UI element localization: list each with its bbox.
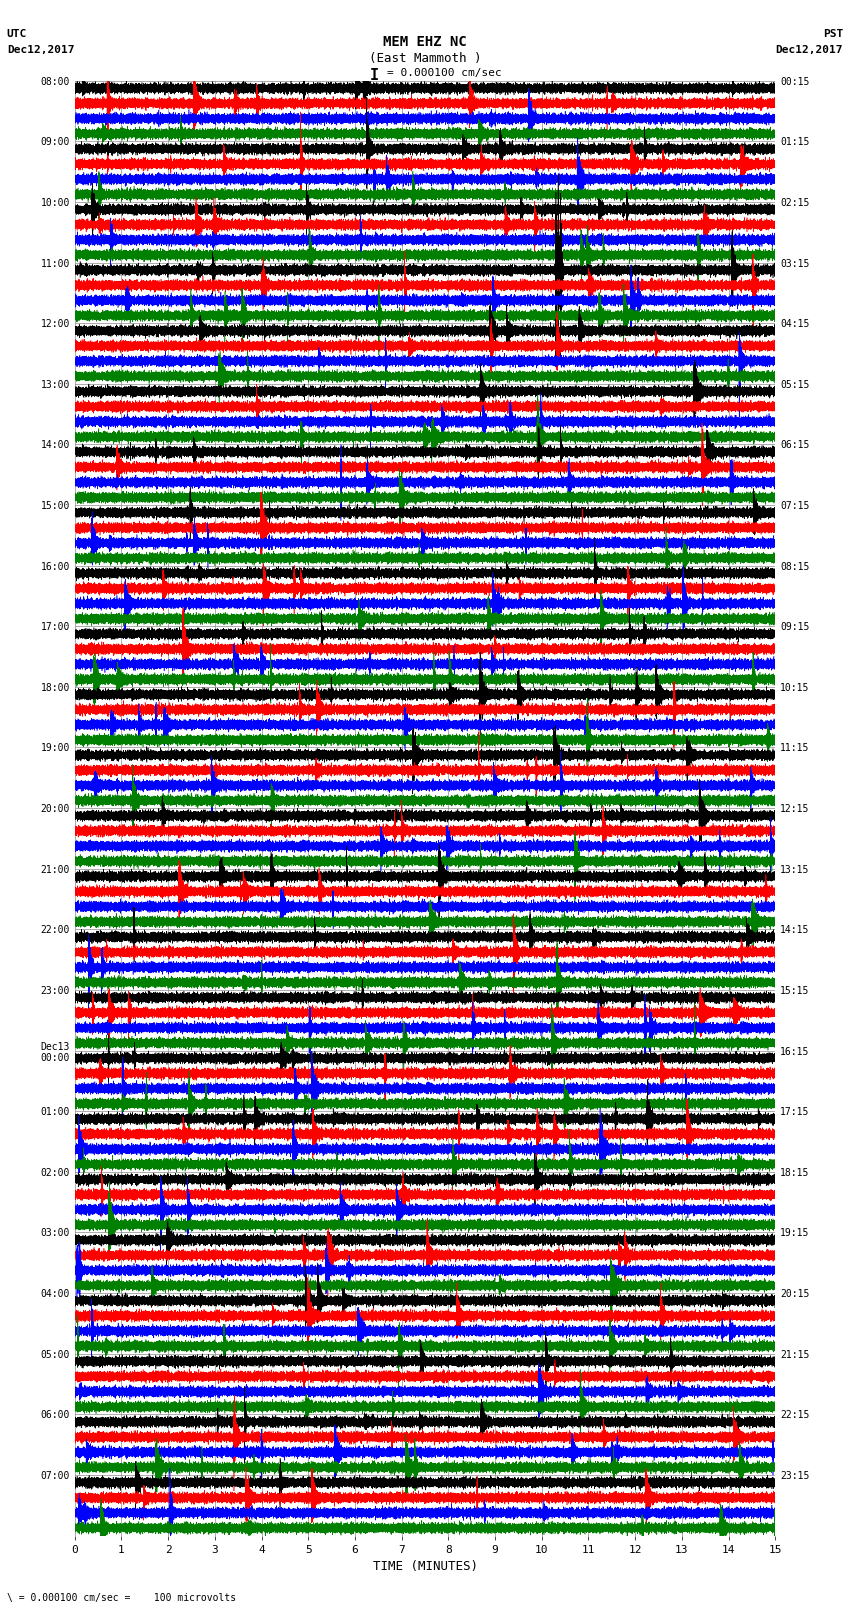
Text: = 0.000100 cm/sec: = 0.000100 cm/sec: [387, 68, 501, 77]
Text: Dec12,2017: Dec12,2017: [7, 45, 74, 55]
Text: \ = 0.000100 cm/sec =    100 microvolts: \ = 0.000100 cm/sec = 100 microvolts: [7, 1594, 236, 1603]
Text: MEM EHZ NC: MEM EHZ NC: [383, 35, 467, 50]
Text: UTC: UTC: [7, 29, 27, 39]
Text: PST: PST: [823, 29, 843, 39]
Text: I: I: [370, 68, 378, 82]
Text: Dec12,2017: Dec12,2017: [776, 45, 843, 55]
X-axis label: TIME (MINUTES): TIME (MINUTES): [372, 1560, 478, 1573]
Text: (East Mammoth ): (East Mammoth ): [369, 52, 481, 65]
